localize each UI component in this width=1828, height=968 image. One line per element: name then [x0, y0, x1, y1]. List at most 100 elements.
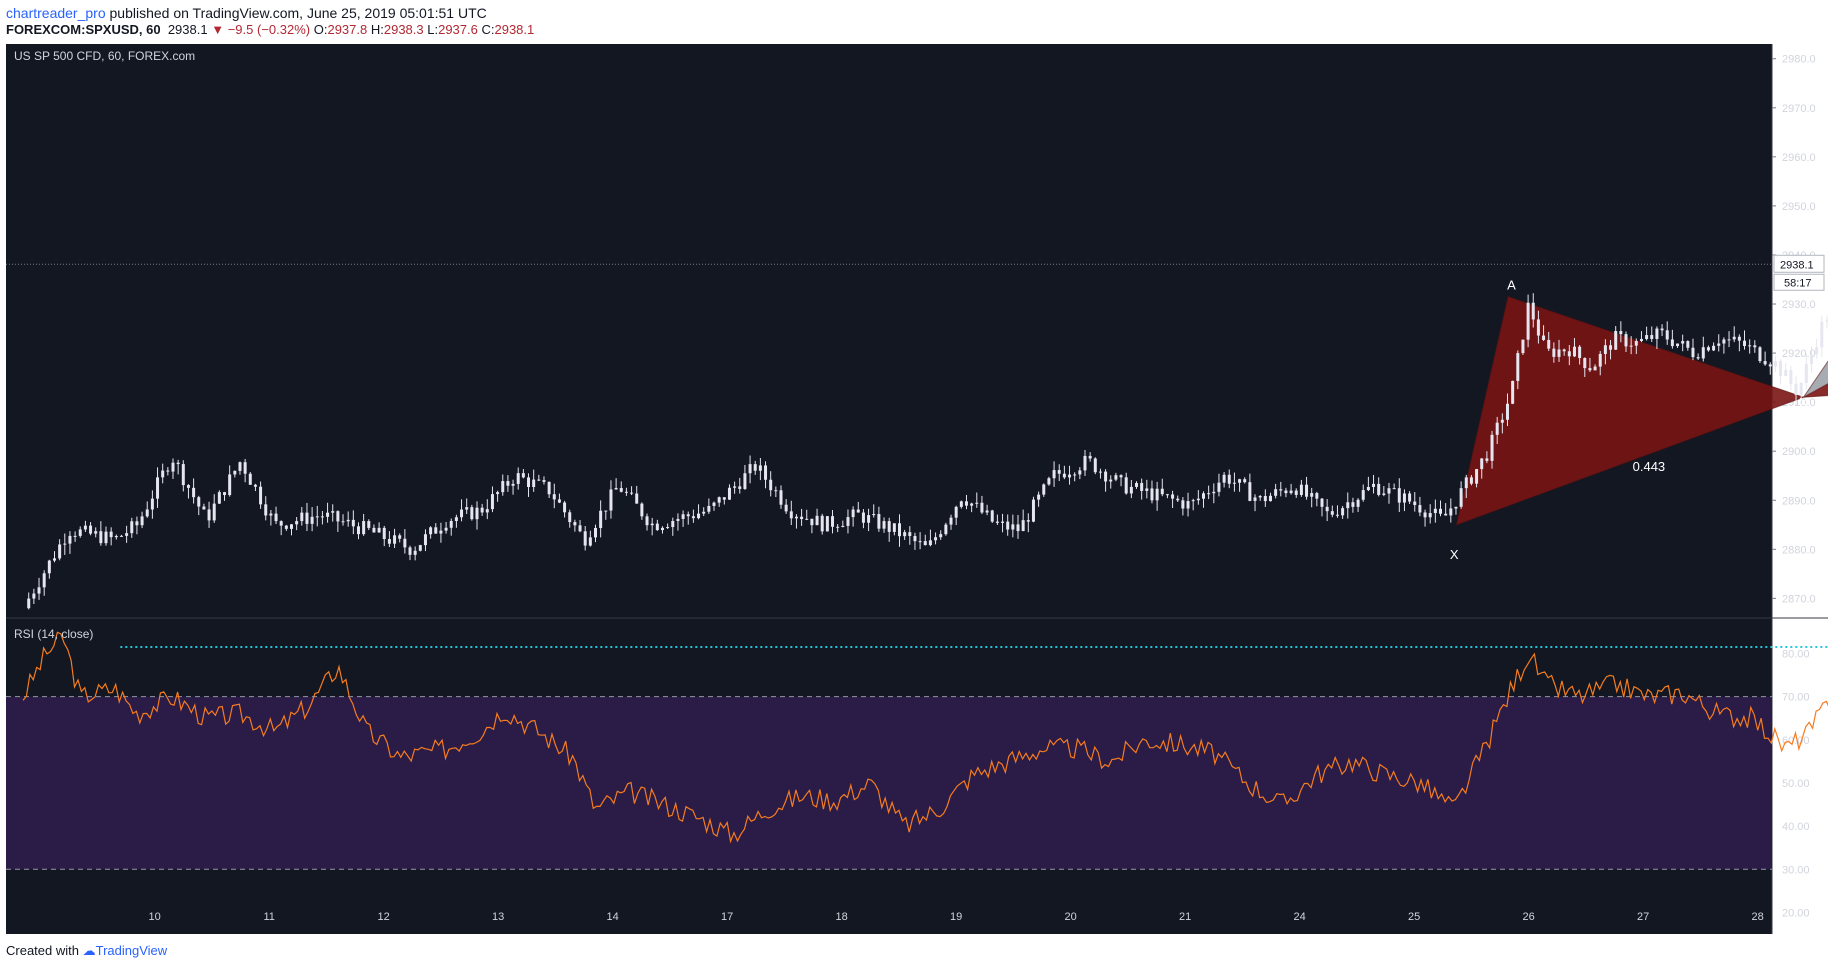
candle-body [1031, 499, 1035, 522]
price-tick-label: 2950.0 [1782, 201, 1816, 213]
candle-body [1722, 339, 1726, 344]
tradingview-logo-icon[interactable]: ☁TradingView [82, 943, 168, 958]
candle-body [460, 509, 464, 518]
rsi-title: RSI (14, close) [14, 627, 93, 641]
candle-body [1057, 470, 1061, 474]
candle-body [150, 498, 154, 510]
candle-body [223, 492, 227, 496]
candle-body [666, 527, 670, 529]
price-change: −9.5 (−0.32%) [227, 22, 311, 37]
candle-body [691, 516, 695, 519]
candle-body [527, 477, 531, 487]
chart-canvas[interactable]: 2980.02970.02960.02950.02940.02930.02920… [0, 44, 1828, 934]
candle-body [908, 532, 912, 536]
candle-body [583, 531, 587, 546]
candle-body [1459, 488, 1463, 507]
candle-body [1536, 319, 1540, 336]
annotations: 2938.1 58:17 [6, 254, 1825, 291]
open-label: O: [313, 22, 328, 37]
candle-body [501, 481, 505, 493]
candle-body [897, 523, 901, 537]
candle-body [1408, 493, 1412, 502]
candle-body [1299, 484, 1303, 495]
candle-body [686, 514, 690, 517]
candle-body [1732, 336, 1736, 340]
candle-body [846, 517, 850, 526]
price-tick-label: 2920.0 [1782, 348, 1816, 360]
candle-body [990, 510, 994, 522]
candle-body [279, 521, 283, 526]
time-tick-label: 12 [378, 911, 390, 923]
candle-body [923, 541, 927, 546]
candle-body [877, 514, 881, 529]
candle-body [521, 473, 525, 478]
candle-body [1779, 361, 1783, 377]
candle-body [1268, 495, 1272, 502]
price-tick-label: 2890.0 [1782, 495, 1816, 507]
candle-body [1588, 368, 1592, 371]
time-tick-label: 11 [263, 911, 274, 923]
candle-body [331, 511, 335, 513]
candle-body [867, 515, 871, 523]
candle-body [259, 486, 263, 505]
candle-body [1351, 502, 1355, 507]
candle-body [959, 501, 963, 507]
candle-body [825, 516, 829, 532]
candle-body [1475, 469, 1479, 484]
candle-body [1042, 484, 1046, 495]
candle-body [1665, 330, 1669, 340]
candle-body [1294, 490, 1298, 495]
candle-body [882, 521, 886, 529]
candle-body [1449, 508, 1453, 516]
candle-body [496, 492, 500, 495]
candle-body [800, 516, 804, 520]
down-triangle-icon: ▼ [211, 22, 225, 37]
candle-body [176, 462, 180, 465]
time-tick-label: 19 [950, 911, 962, 923]
rsi-line [22, 631, 1828, 844]
candle-body [1768, 364, 1772, 367]
candle-body [1526, 302, 1530, 340]
candle-body [970, 503, 974, 506]
candle-body [1578, 346, 1582, 359]
candle-body [1681, 341, 1685, 344]
candle-body [1521, 339, 1525, 354]
candle-body [156, 477, 160, 499]
pattern-label: A [1507, 277, 1516, 292]
candle-body [944, 524, 948, 535]
candle-body [1135, 483, 1139, 487]
time-tick-label: 14 [607, 911, 619, 923]
tradingview-link[interactable]: TradingView [95, 943, 168, 958]
candle-body [145, 509, 149, 517]
candle-body [903, 532, 907, 537]
candle-body [1181, 500, 1185, 509]
candle-body [815, 515, 819, 526]
candle-body [831, 516, 835, 527]
candle-body [918, 541, 922, 543]
candle-body [1176, 498, 1180, 501]
rsi-tick-label: 20.00 [1782, 907, 1810, 919]
candle-body [269, 513, 273, 516]
candle-body [1511, 380, 1515, 404]
author-link[interactable]: chartreader_pro [6, 5, 106, 21]
candle-body [1464, 477, 1468, 489]
candle-body [1428, 513, 1432, 518]
candle-body [1737, 336, 1741, 341]
candle-body [326, 512, 330, 517]
candle-body [635, 493, 639, 504]
candles [27, 293, 1828, 610]
candle-body [784, 504, 788, 512]
candle-body [1454, 506, 1458, 509]
candle-body [1258, 495, 1262, 498]
candle-body [655, 523, 659, 531]
candle-body [1505, 403, 1509, 420]
candle-body [181, 464, 185, 486]
candle-body [1773, 361, 1777, 367]
candle-body [748, 464, 752, 474]
countdown-label: 58:17 [1784, 277, 1812, 289]
candle-body [130, 521, 134, 534]
high-value: 2938.3 [383, 22, 424, 37]
candle-body [1727, 339, 1731, 341]
candle-body [1315, 493, 1319, 499]
candle-body [274, 513, 278, 522]
